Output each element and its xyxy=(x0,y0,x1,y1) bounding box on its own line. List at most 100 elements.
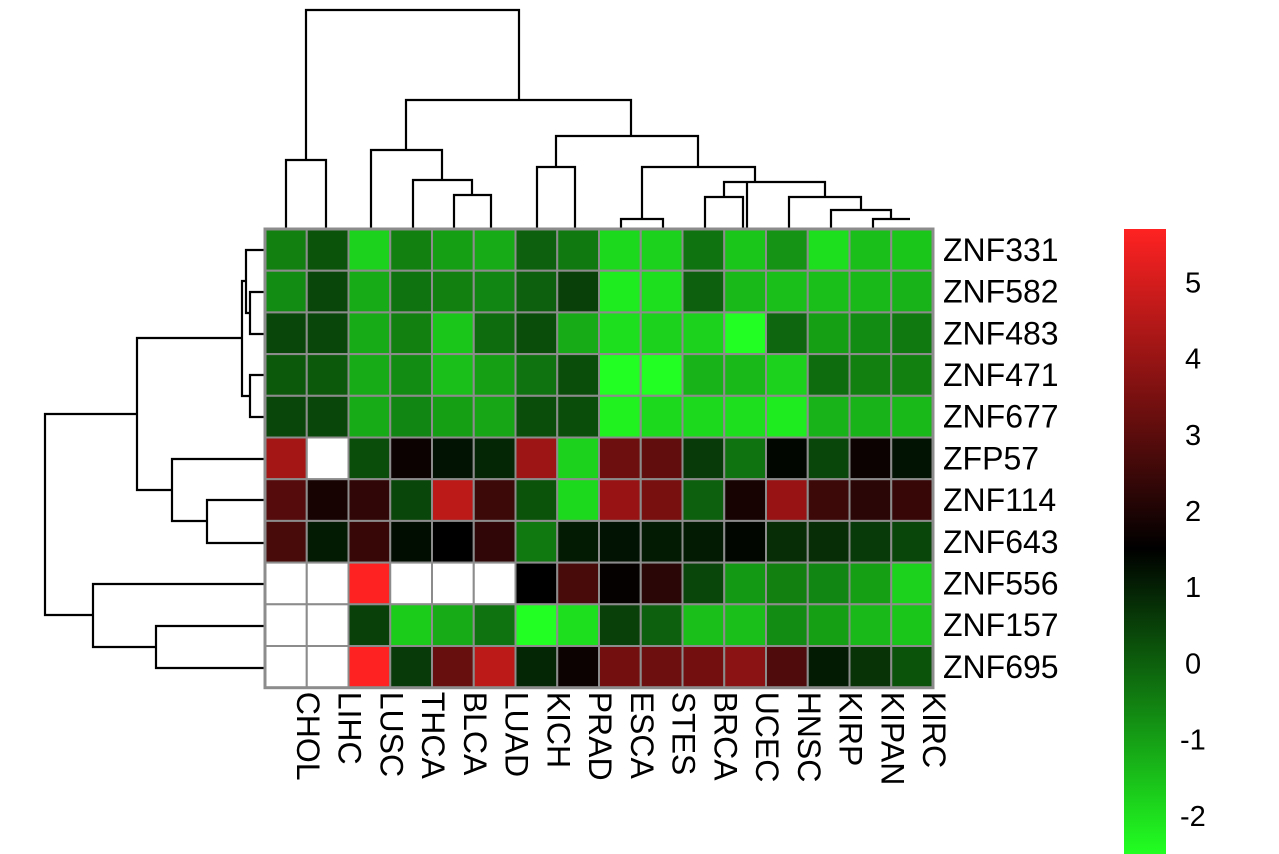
heatmap-cell-znf114-kirp xyxy=(806,478,851,522)
heatmap-cell-znf483-kirc xyxy=(890,311,934,356)
heatmap-cell-znf582-kirp xyxy=(806,269,851,314)
heatmap-cell-znf677-chol xyxy=(264,394,308,439)
heatmap-cell-znf695-stes xyxy=(639,645,684,689)
heatmap-cell-znf331-lihc xyxy=(305,228,350,272)
heatmap-cell-znf483-kich xyxy=(514,311,559,356)
row-label-znf643: ZNF643 xyxy=(943,524,1059,560)
heatmap-cell-znf677-brca xyxy=(681,394,726,439)
heatmap-cell-znf471-kipan xyxy=(848,353,893,397)
heatmap-cell-znf331-blca xyxy=(431,228,475,272)
heatmap-cell-znf677-blca xyxy=(431,394,475,439)
heatmap-cell-znf556-esca xyxy=(598,561,642,606)
heatmap-cell-znf157-lihc xyxy=(305,603,350,647)
heatmap-cell-znf643-esca xyxy=(598,519,642,564)
row-labels: ZNF331 ZNF582 ZNF483 ZNF471 ZNF677 ZFP57 ZNF11… xyxy=(943,232,1059,685)
heatmap-cell-znf471-chol xyxy=(264,353,308,397)
row-label-znf582: ZNF582 xyxy=(943,274,1059,310)
column-label-ucec: UCEC xyxy=(749,692,785,783)
heatmap-cell-znf695-chol xyxy=(264,645,308,689)
heatmap-cell-znf157-luad xyxy=(472,603,517,647)
heatmap-cell-znf471-lihc xyxy=(305,353,350,397)
color-legend: 5 4 3 2 1 0 -1 -2 xyxy=(1124,229,1206,854)
heatmap-cell-znf677-prad xyxy=(556,394,600,439)
heatmap-cell-znf582-chol xyxy=(264,269,308,314)
heatmap-cell-znf695-blca xyxy=(431,645,475,689)
column-label-kich: KICH xyxy=(540,692,576,768)
heatmap-cell-znf582-prad xyxy=(556,269,600,314)
heatmap-cell-znf157-hnsc xyxy=(765,603,809,647)
row-label-znf483: ZNF483 xyxy=(943,315,1059,351)
heatmap-cell-zfp57-thca xyxy=(389,436,433,481)
heatmap-cell-znf695-kirp xyxy=(806,645,851,689)
heatmap-cell-znf471-kirp xyxy=(806,353,851,397)
heatmap-cell-znf582-esca xyxy=(598,269,642,314)
column-label-blca: BLCA xyxy=(457,692,493,776)
column-label-brca: BRCA xyxy=(707,692,743,782)
heatmap-cell-znf643-blca xyxy=(431,519,475,564)
heatmap-cell-znf643-lihc xyxy=(305,519,350,564)
heatmap-cell-znf471-stes xyxy=(639,353,684,397)
heatmap-cell-znf582-hnsc xyxy=(765,269,809,314)
heatmap-cell-znf643-ucec xyxy=(723,519,767,564)
column-label-luad: LUAD xyxy=(499,692,535,777)
heatmap-cell-znf643-kich xyxy=(514,519,559,564)
heatmap-cell-znf157-kich xyxy=(514,603,559,647)
column-label-chol: CHOL xyxy=(290,692,326,781)
heatmap-cell-znf677-kirp xyxy=(806,394,851,439)
column-dendrogram-links xyxy=(284,8,910,229)
heatmap-cell-znf677-lihc xyxy=(305,394,350,439)
heatmap-cell-znf114-kipan xyxy=(848,478,893,522)
heatmap-cell-znf556-lusc xyxy=(347,561,392,606)
heatmap-cell-zfp57-stes xyxy=(639,436,684,481)
heatmap-cell-znf695-esca xyxy=(598,645,642,689)
heatmap-cell-znf331-kich xyxy=(514,228,559,272)
heatmap-cell-zfp57-blca xyxy=(431,436,475,481)
heatmap-cell-znf695-kich xyxy=(514,645,559,689)
colorbar-tick-label: 3 xyxy=(1185,420,1201,452)
heatmap-cell-zfp57-chol xyxy=(264,436,308,481)
row-dendrogram xyxy=(43,248,264,670)
heatmap-cell-znf677-hnsc xyxy=(765,394,809,439)
heatmap-cell-zfp57-kich xyxy=(514,436,559,481)
heatmap-cell-zfp57-lihc xyxy=(305,436,350,481)
heatmap-cell-znf483-luad xyxy=(472,311,517,356)
column-label-stes: STES xyxy=(666,692,702,776)
heatmap-cell-zfp57-esca xyxy=(598,436,642,481)
heatmap-cell-zfp57-kirc xyxy=(890,436,934,481)
heatmap-cell-znf483-blca xyxy=(431,311,475,356)
heatmap-cell-znf157-esca xyxy=(598,603,642,647)
heatmap-cell-znf157-chol xyxy=(264,603,308,647)
heatmap-cell-znf114-prad xyxy=(556,478,600,522)
heatmap-cell-znf157-kirp xyxy=(806,603,851,647)
heatmap-cell-znf157-stes xyxy=(639,603,684,647)
heatmap-cell-znf471-brca xyxy=(681,353,726,397)
heatmap-cell-znf582-kipan xyxy=(848,269,893,314)
heatmap-cell-znf483-lihc xyxy=(305,311,350,356)
heatmap-cell-znf582-ucec xyxy=(723,269,767,314)
heatmap-cell-znf483-kipan xyxy=(848,311,893,356)
heatmap-cell-znf582-blca xyxy=(431,269,475,314)
heatmap-cell-znf483-ucec xyxy=(723,311,767,356)
heatmap-cell-znf643-thca xyxy=(389,519,433,564)
heatmap-cell-znf114-brca xyxy=(681,478,726,522)
heatmap-cell-znf471-luad xyxy=(472,353,517,397)
column-label-thca: THCA xyxy=(415,692,451,780)
heatmap-cell-znf556-blca xyxy=(431,561,475,606)
heatmap-cell-znf331-prad xyxy=(556,228,600,272)
heatmap-cell-znf556-kirp xyxy=(806,561,851,606)
row-label-znf331: ZNF331 xyxy=(943,232,1059,268)
colorbar-tick-label: 5 xyxy=(1185,267,1201,299)
row-label-znf114: ZNF114 xyxy=(943,482,1056,518)
heatmap-cell-znf331-brca xyxy=(681,228,726,272)
heatmap-cell-znf556-kirc xyxy=(890,561,934,606)
colorbar-tick-label: 1 xyxy=(1185,572,1201,604)
heatmap-cell-znf556-kipan xyxy=(848,561,893,606)
heatmap-cell-zfp57-prad xyxy=(556,436,600,481)
heatmap-cell-znf483-lusc xyxy=(347,311,392,356)
column-label-esca: ESCA xyxy=(624,692,660,780)
heatmap-cell-znf114-chol xyxy=(264,478,308,522)
heatmap-cell-znf114-kich xyxy=(514,478,559,522)
heatmap-cell-znf471-prad xyxy=(556,353,600,397)
column-label-hnsc: HNSC xyxy=(791,692,827,783)
